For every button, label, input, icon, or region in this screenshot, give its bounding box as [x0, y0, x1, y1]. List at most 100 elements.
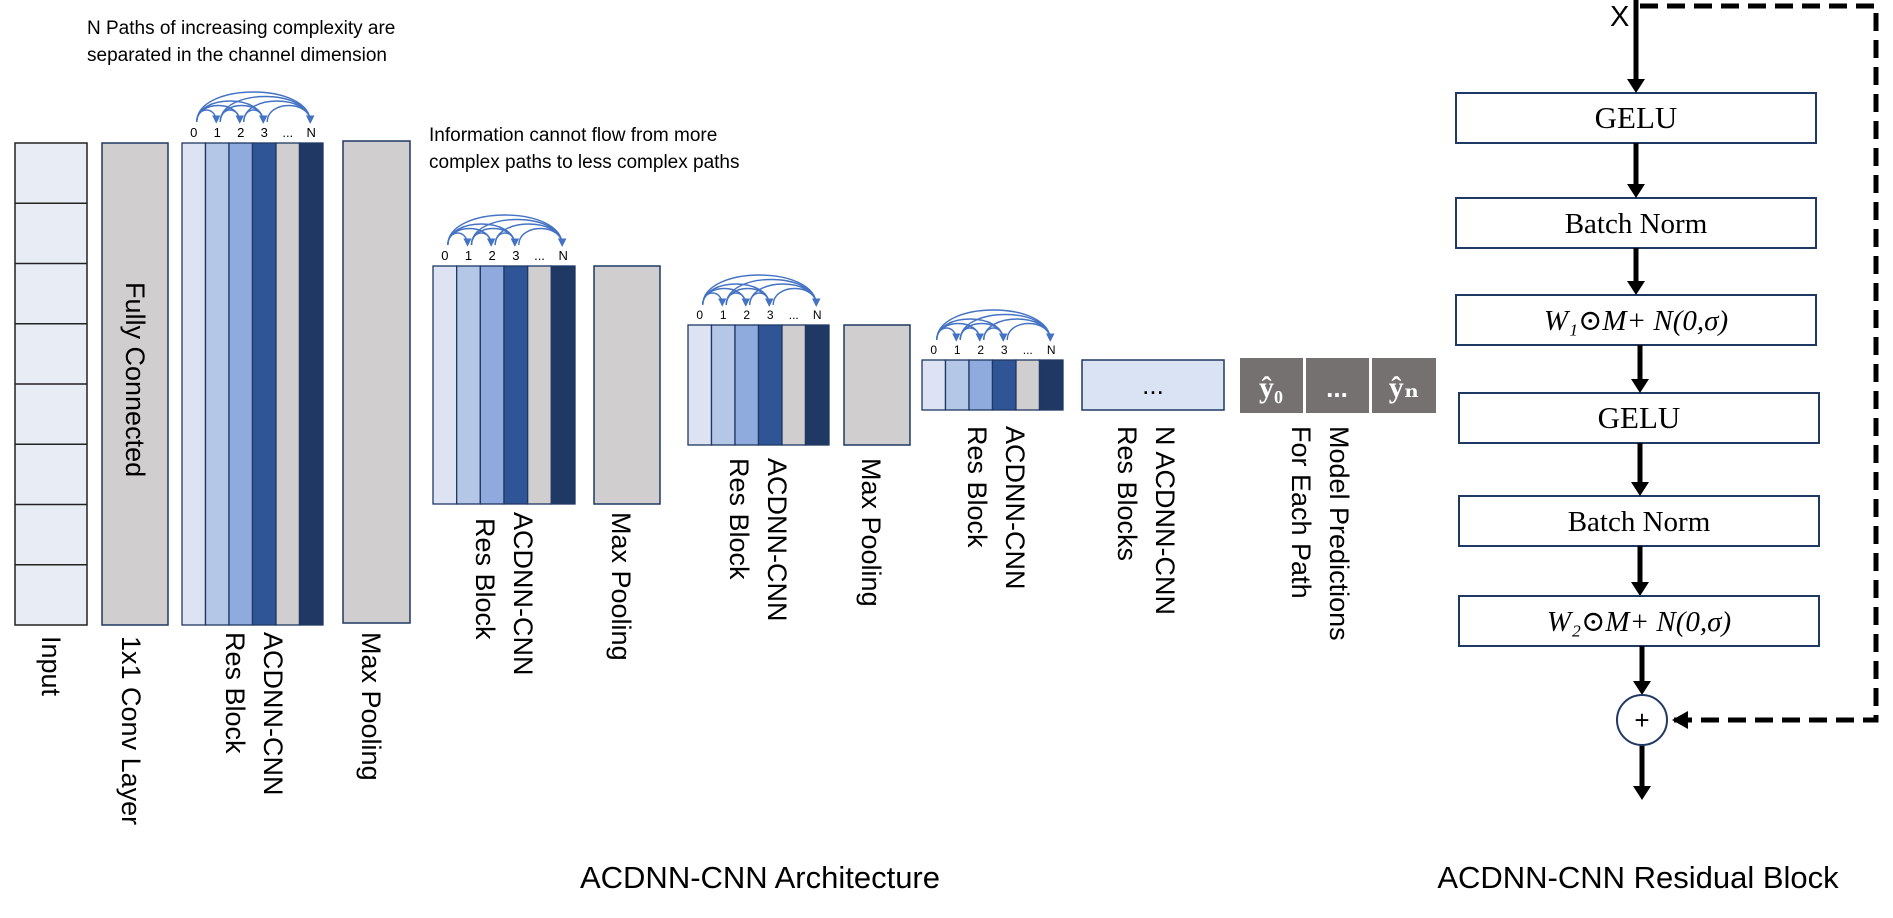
- path-column-4: [275, 142, 301, 626]
- res-block-2-label-line-2: Res Block: [470, 518, 500, 640]
- flow-arrow-head: [1627, 184, 1645, 198]
- prediction-cell-dots: [1306, 358, 1369, 413]
- architecture-caption: ACDNN-CNN Architecture: [580, 860, 940, 895]
- path-column-1: [944, 359, 970, 411]
- res-block-2-label-line-1: ACDNN-CNN: [508, 512, 538, 676]
- prediction-cell-0: [1240, 358, 1303, 413]
- res-block-3-label-line-2: Res Block: [724, 458, 754, 580]
- path-column-3: [991, 359, 1017, 411]
- prediction-cell-dots-text: ...: [1326, 373, 1348, 403]
- prediction-cell-n: [1372, 358, 1436, 413]
- flow-arrow-head: [1633, 786, 1651, 800]
- predictions-label-line-2: For Each Path: [1286, 426, 1316, 599]
- path-index-4: ...: [1023, 343, 1033, 357]
- path-column-4: [527, 265, 552, 505]
- path-index-2: 2: [977, 343, 984, 357]
- path-index-2: 2: [743, 308, 750, 322]
- max-pool-2: [593, 265, 661, 505]
- residual-input-label: X: [1610, 1, 1629, 33]
- path-column-5: [1038, 359, 1064, 411]
- flow-arrow-head: [1631, 582, 1649, 596]
- flow-note-line-2: complex paths to less complex paths: [429, 152, 740, 173]
- res-block-1-label-line-1: ACDNN-CNN: [258, 632, 288, 796]
- path-index-1: 1: [465, 248, 472, 263]
- residual-layer-5-label: W₂⊙M+ N(0,σ): [1547, 606, 1731, 638]
- path-connection-arc: [219, 95, 315, 124]
- residual-layer-5: [1458, 595, 1820, 647]
- path-index-0: 0: [441, 248, 448, 263]
- path-connection-arc: [266, 104, 315, 124]
- residual-block: X GELU Batch Norm W₁⊙M+ N(0,σ) GELU Batch No…: [1437, 0, 1879, 895]
- res-block-3-label-line-1: ACDNN-CNN: [762, 458, 792, 622]
- path-column-3: [251, 142, 277, 626]
- path-column-1: [456, 265, 481, 505]
- path-index-3: 3: [512, 248, 519, 263]
- max-pool-1-label: Max Pooling: [356, 632, 386, 781]
- path-connection-arc: [518, 227, 567, 247]
- path-index-1: 1: [214, 125, 221, 140]
- flow-arrow-head: [1631, 379, 1649, 393]
- path-column-2: [479, 265, 505, 505]
- max-pool-3: [843, 324, 911, 446]
- path-column-3: [503, 265, 529, 505]
- n-res-blocks-box: [1081, 359, 1225, 411]
- flow-note-line-1: Information cannot flow from more: [429, 125, 717, 146]
- residual-layer-0-label: GELU: [1595, 100, 1678, 135]
- residual-layer-2-label: W₁⊙M+ N(0,σ): [1544, 305, 1728, 337]
- residual-skip-connection: [1640, 3, 1879, 723]
- path-column-0: [432, 265, 458, 505]
- path-index-4: ...: [789, 308, 799, 322]
- path-index-0: 0: [696, 308, 703, 322]
- path-connection-arc: [772, 287, 821, 307]
- prediction-cell-0-text: ŷ₀: [1259, 371, 1283, 404]
- path-column-1: [710, 324, 736, 446]
- path-index-4: ...: [534, 248, 545, 263]
- path-column-5: [298, 142, 324, 626]
- sum-node: [1616, 694, 1668, 746]
- fully-connected-label: Fully Connected: [120, 282, 150, 477]
- path-column-1: [204, 142, 230, 626]
- path-index-2: 2: [489, 248, 496, 263]
- max-pool-2-label: Max Pooling: [606, 512, 636, 661]
- predictions-label-line-1: Model Predictions: [1324, 426, 1354, 641]
- path-index-5: N: [307, 125, 316, 140]
- path-column-0: [181, 142, 207, 626]
- conv-layer-label: 1x1 Conv Layer: [116, 636, 146, 825]
- residual-caption: ACDNN-CNN Residual Block: [1437, 860, 1839, 895]
- path-index-3: 3: [1001, 343, 1008, 357]
- path-index-0: 0: [190, 125, 197, 140]
- path-connection-arc: [470, 218, 567, 247]
- path-index-1: 1: [720, 308, 727, 322]
- conv-layer-block: [101, 142, 169, 626]
- residual-layer-4-label: Batch Norm: [1568, 506, 1711, 538]
- path-index-4: ...: [282, 125, 293, 140]
- path-column-3: [757, 324, 783, 446]
- path-column-0: [921, 359, 947, 411]
- path-column-0: [687, 324, 713, 446]
- prediction-cell-n-text: ŷₙ: [1389, 371, 1420, 404]
- residual-layer-3: [1458, 392, 1820, 444]
- path-column-2: [968, 359, 994, 411]
- input-block: [14, 142, 88, 626]
- path-index-0: 0: [930, 343, 937, 357]
- res-block-4-label-line-1: ACDNN-CNN: [1000, 426, 1030, 590]
- path-column-5: [550, 265, 576, 505]
- paths-note-line-1: N Paths of increasing complexity are: [87, 18, 395, 39]
- res-block-1: 0 1 2 3... N: [181, 91, 324, 626]
- input-label: Input: [36, 636, 66, 697]
- flow-arrow-head: [1627, 79, 1645, 93]
- residual-layer-4: [1458, 495, 1820, 547]
- n-res-blocks-label-line-2: Res Blocks: [1112, 426, 1142, 561]
- path-column-2: [228, 142, 254, 626]
- path-index-5: N: [1047, 343, 1056, 357]
- max-pool-3-label: Max Pooling: [856, 458, 886, 607]
- res-block-1-label-line-2: Res Block: [220, 632, 250, 754]
- sum-symbol: +: [1634, 705, 1649, 735]
- path-index-3: 3: [767, 308, 774, 322]
- skip-arrow-head: [1672, 711, 1688, 729]
- path-index-5: N: [813, 308, 822, 322]
- res-block-4-label-line-2: Res Block: [962, 426, 992, 548]
- path-column-2: [734, 324, 760, 446]
- paths-note-line-2: separated in the channel dimension: [87, 45, 387, 66]
